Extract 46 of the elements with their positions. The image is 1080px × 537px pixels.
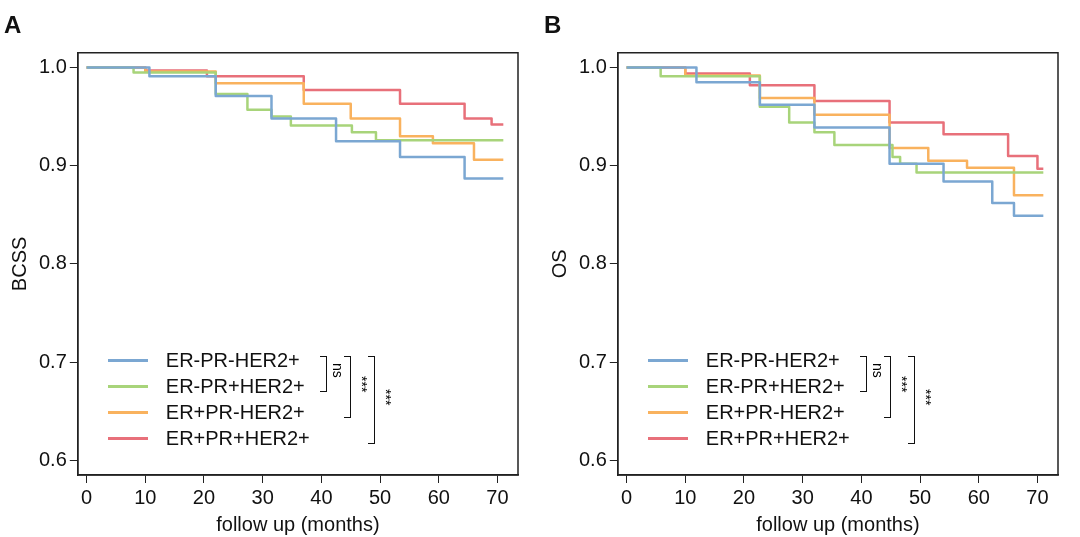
x-tick-label: 10 xyxy=(674,485,697,508)
x-tick-label: 50 xyxy=(908,485,932,508)
annotation: ns xyxy=(870,363,886,378)
y-tick-label: 0.7 xyxy=(578,349,607,372)
x-tick-label: 30 xyxy=(791,485,814,508)
x-tick-label: 70 xyxy=(1026,485,1049,508)
legend-label: ER-PR+HER2+ xyxy=(165,374,305,399)
x-tick-label: 20 xyxy=(192,485,216,508)
annotation: *** xyxy=(378,389,394,406)
annotation: *** xyxy=(894,376,910,393)
annotation: ns xyxy=(330,363,346,378)
y-axis-title: OS xyxy=(547,249,570,279)
chart-title: B xyxy=(544,11,562,39)
y-tick-label: 0.8 xyxy=(578,251,607,274)
annotation: *** xyxy=(354,376,370,393)
y-tick-label: 0.6 xyxy=(38,447,67,470)
x-tick-label: 60 xyxy=(967,485,990,508)
chart-title: A xyxy=(4,11,22,39)
x-tick-label: 0 xyxy=(81,485,93,508)
x-tick-label: 40 xyxy=(850,485,873,508)
x-tick-label: 10 xyxy=(134,485,157,508)
legend-label: ER+PR+HER2+ xyxy=(705,426,850,451)
x-axis-title: follow up (months) xyxy=(216,512,380,535)
x-tick-label: 0 xyxy=(621,485,633,508)
x-tick-label: 40 xyxy=(310,485,333,508)
x-tick-label: 50 xyxy=(368,485,392,508)
y-tick-label: 0.6 xyxy=(578,447,607,470)
y-tick-label: 1.0 xyxy=(38,55,67,78)
legend-label: ER-PR-HER2+ xyxy=(705,348,840,373)
y-tick-label: 0.7 xyxy=(38,349,67,372)
x-tick-label: 20 xyxy=(732,485,756,508)
x-tick-label: 60 xyxy=(427,485,450,508)
legend-label: ER-PR+HER2+ xyxy=(705,374,845,399)
legend-label: ER+PR+HER2+ xyxy=(165,426,310,451)
x-tick-label: 70 xyxy=(486,485,509,508)
y-tick-label: 1.0 xyxy=(578,55,607,78)
x-tick-label: 30 xyxy=(251,485,274,508)
y-tick-label: 0.9 xyxy=(578,153,607,176)
x-axis-title: follow up (months) xyxy=(756,512,920,535)
annotation: *** xyxy=(918,389,934,406)
legend-label: ER+PR-HER2+ xyxy=(705,400,845,425)
y-tick-label: 0.8 xyxy=(38,251,67,274)
y-tick-label: 0.9 xyxy=(38,153,67,176)
legend-label: ER+PR-HER2+ xyxy=(165,400,305,425)
y-axis-title: BCSS xyxy=(7,236,30,292)
legend-label: ER-PR-HER2+ xyxy=(165,348,300,373)
